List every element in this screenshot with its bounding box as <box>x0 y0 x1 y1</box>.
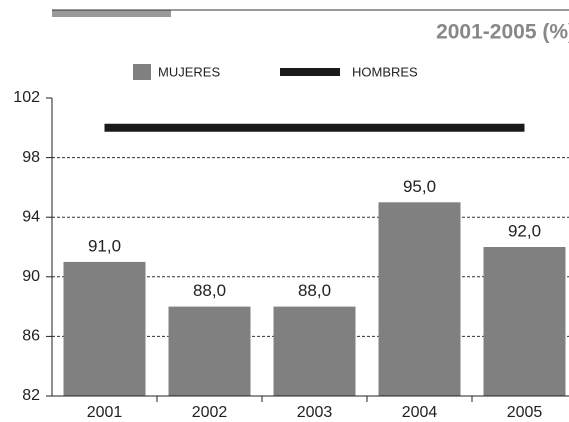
bar <box>483 247 566 396</box>
x-tick-label: 2003 <box>297 404 333 421</box>
chart-title: 2001-2005 (%) <box>436 21 569 44</box>
bar <box>273 306 356 396</box>
y-tick-label: 98 <box>22 149 40 166</box>
header-bar <box>52 10 171 17</box>
bar <box>168 306 251 396</box>
value-label: 92,0 <box>508 221 541 240</box>
bar <box>63 261 146 396</box>
y-tick-label: 102 <box>13 89 40 106</box>
legend-swatch <box>280 68 340 76</box>
bar <box>378 202 461 396</box>
x-tick-label: 2002 <box>192 404 228 421</box>
x-tick-label: 2001 <box>87 404 123 421</box>
value-label: 95,0 <box>403 177 436 196</box>
value-label: 88,0 <box>193 281 226 300</box>
legend-label: MUJERES <box>158 64 220 79</box>
legend-swatch <box>133 64 151 80</box>
y-tick-label: 86 <box>22 328 40 345</box>
legend-label: HOMBRES <box>352 64 418 79</box>
value-label: 91,0 <box>88 236 121 255</box>
value-label: 88,0 <box>298 281 331 300</box>
x-tick-label: 2005 <box>507 404 543 421</box>
y-tick-label: 90 <box>22 268 40 285</box>
x-tick-label: 2004 <box>402 404 438 421</box>
y-tick-label: 82 <box>22 387 40 404</box>
y-tick-label: 94 <box>22 208 40 225</box>
